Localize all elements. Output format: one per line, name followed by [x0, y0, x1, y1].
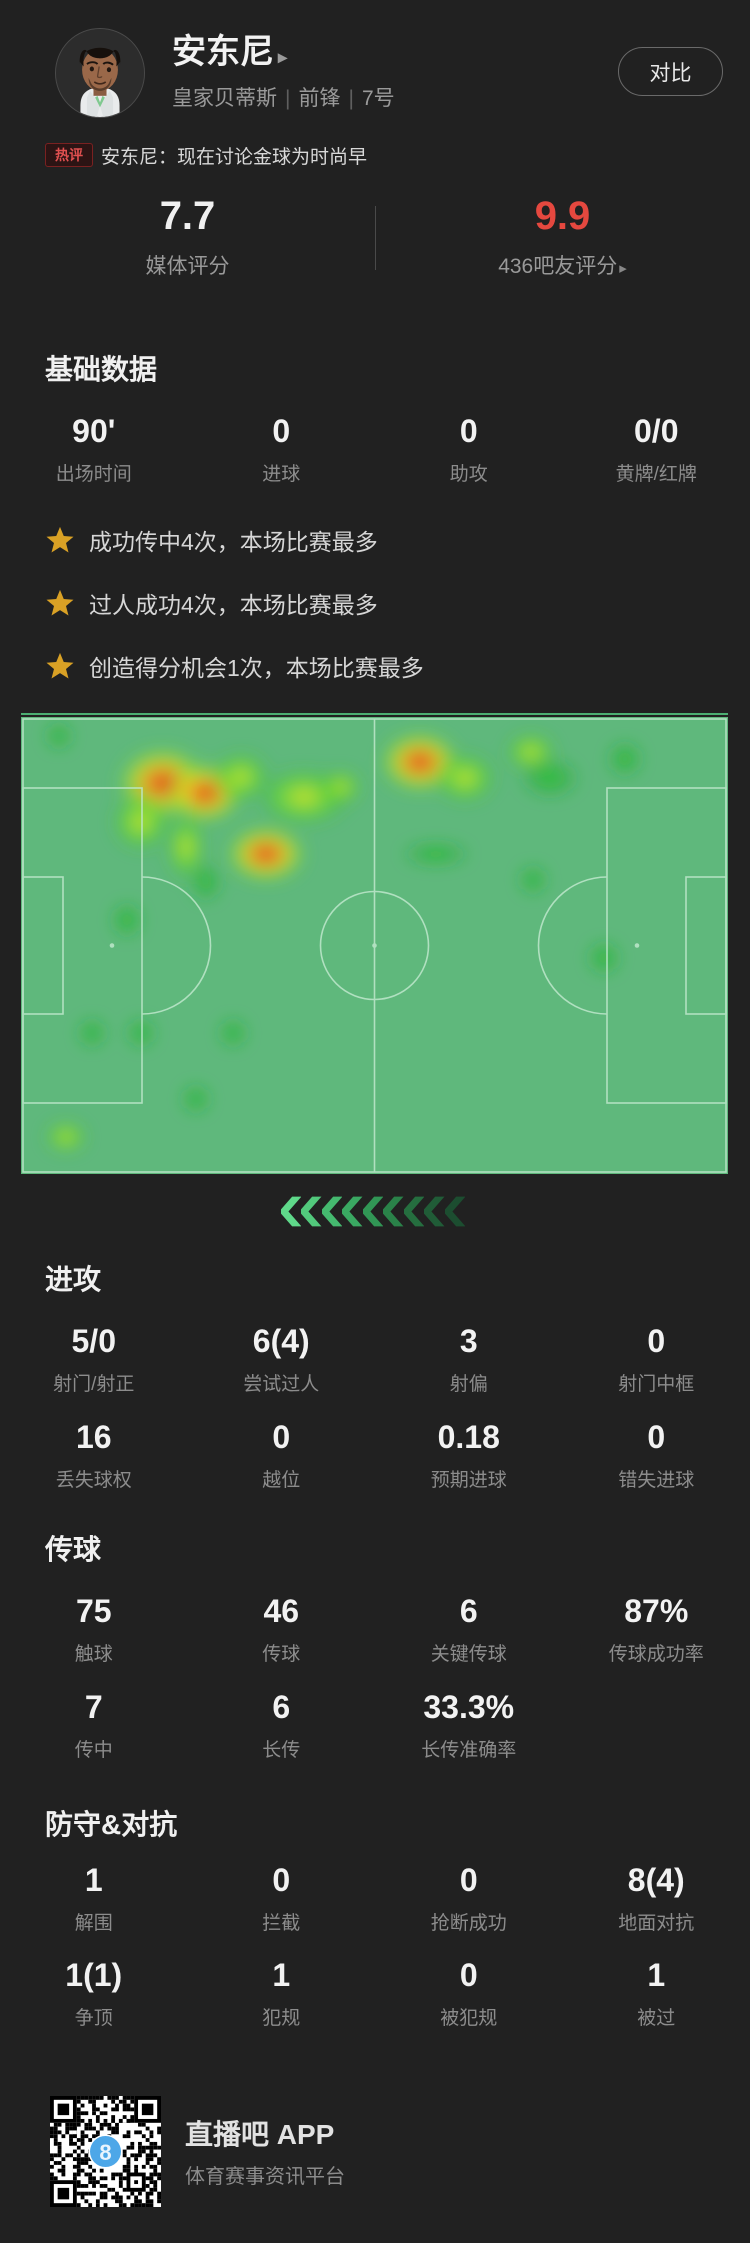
svg-text:8: 8: [99, 2140, 111, 2165]
